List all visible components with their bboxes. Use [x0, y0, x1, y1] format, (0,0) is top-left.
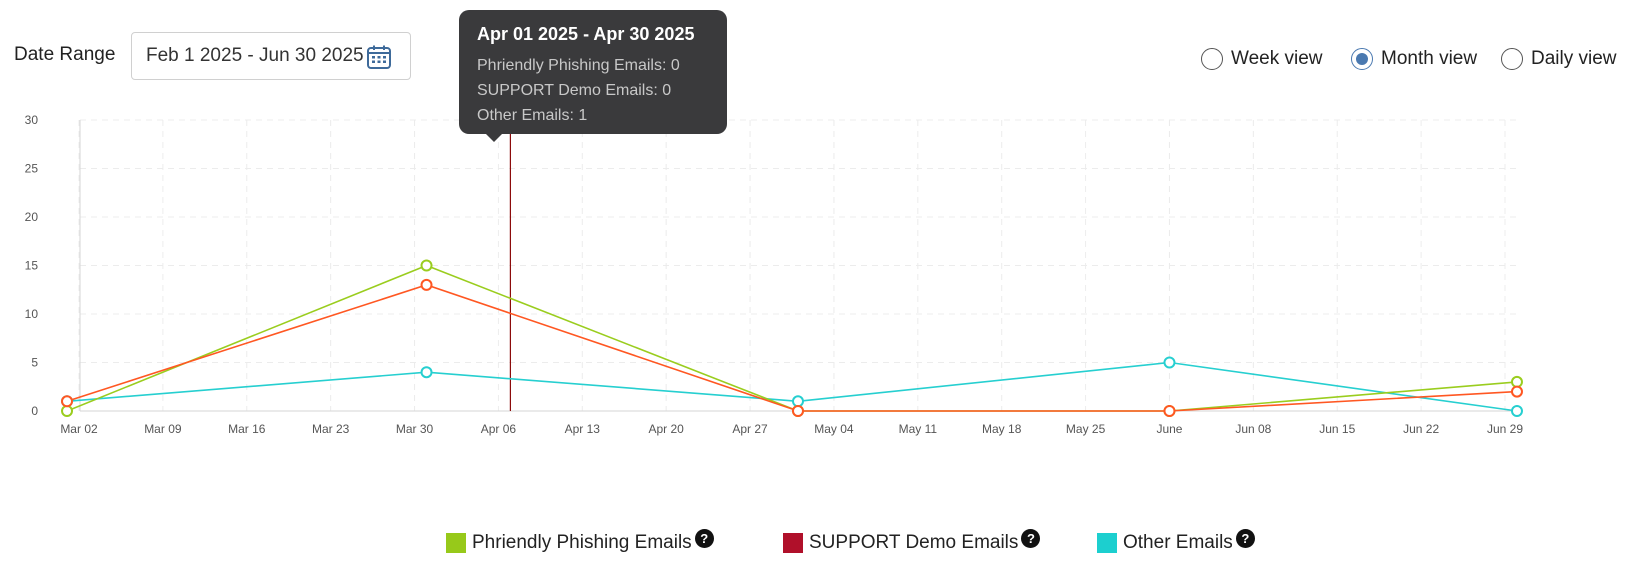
line-chart[interactable]: 0 5 10 15 20 25 30 Mar 02 Mar 09 Mar 16 Mar 23 Mar … — [0, 0, 1631, 480]
question-circle-icon[interactable]: ? — [1235, 528, 1255, 548]
tooltip-title: Apr 01 2025 - Apr 30 2025 — [477, 24, 695, 44]
y-tick-label: 15 — [25, 259, 39, 273]
x-tick-label: Mar 30 — [396, 422, 434, 436]
legend-label-other[interactable]: Other Emails — [1123, 532, 1233, 553]
x-tick-label: Apr 20 — [648, 422, 684, 436]
x-tick-label: Jun 29 — [1487, 422, 1523, 436]
question-circle-icon[interactable]: ? — [1021, 528, 1041, 548]
data-point — [1163, 405, 1176, 417]
data-point — [420, 278, 433, 291]
data-point — [791, 405, 804, 417]
week-view-option[interactable]: Week view — [1201, 48, 1323, 70]
x-tick-label: May 18 — [982, 422, 1022, 436]
month-view-radio[interactable] — [1351, 48, 1373, 70]
chart-legend: Phriendly Phishing Emails ? SUPPORT Demo… — [0, 528, 1631, 558]
x-tick-label: Apr 27 — [732, 422, 768, 436]
x-tick-label: May 11 — [899, 422, 938, 436]
legend-swatch-support — [783, 533, 803, 553]
tooltip-row-other: Other Emails: 1 — [477, 107, 588, 124]
data-point — [791, 395, 804, 408]
y-tick-label: 5 — [31, 356, 38, 370]
x-tick-label: Apr 13 — [565, 422, 601, 436]
data-point — [61, 405, 74, 417]
week-view-radio[interactable] — [1201, 48, 1223, 70]
x-tick-label: Mar 02 — [60, 422, 98, 436]
week-view-label[interactable]: Week view — [1231, 48, 1323, 69]
data-point — [420, 259, 433, 272]
x-tick-label: Apr 06 — [481, 422, 517, 436]
legend-swatch-phishing — [446, 533, 466, 553]
x-tick-label: May 25 — [1066, 422, 1106, 436]
y-tick-label: 20 — [25, 210, 39, 224]
chart-tooltip: Apr 01 2025 - Apr 30 2025 Phriendly Phis… — [459, 10, 727, 142]
calendar-icon[interactable] — [366, 44, 392, 70]
legend-item-support[interactable]: SUPPORT Demo Emails ? — [783, 528, 1041, 554]
data-point — [1163, 356, 1176, 369]
legend-label-support[interactable]: SUPPORT Demo Emails — [809, 532, 1019, 553]
y-tick-label: 30 — [25, 113, 39, 127]
tooltip-row-phishing: Phriendly Phishing Emails: 0 — [477, 57, 680, 74]
legend-item-phishing[interactable]: Phriendly Phishing Emails ? — [446, 528, 714, 554]
daily-view-option[interactable]: Daily view — [1501, 48, 1617, 70]
x-tick-label: Mar 09 — [144, 422, 182, 436]
data-point — [1510, 385, 1523, 398]
data-point — [420, 366, 433, 379]
question-circle-icon[interactable]: ? — [694, 528, 714, 548]
y-tick-label: 10 — [25, 307, 39, 321]
x-tick-label: Mar 23 — [312, 422, 350, 436]
legend-label-phishing[interactable]: Phriendly Phishing Emails — [472, 532, 692, 553]
x-tick-label: May 04 — [814, 422, 854, 436]
date-range-picker[interactable]: Feb 1 2025 - Jun 30 2025 — [131, 32, 411, 80]
series-line — [66, 264, 1518, 412]
month-view-option[interactable]: Month view — [1351, 48, 1477, 70]
legend-item-other[interactable]: Other Emails ? — [1097, 528, 1255, 554]
x-tick-label: Mar 16 — [228, 422, 266, 436]
data-point — [1510, 405, 1523, 417]
daily-view-label[interactable]: Daily view — [1531, 48, 1617, 69]
y-tick-label: 0 — [31, 404, 38, 418]
date-range-value[interactable]: Feb 1 2025 - Jun 30 2025 — [146, 45, 364, 66]
x-tick-label: June — [1156, 422, 1182, 436]
data-point — [61, 395, 74, 408]
view-selector: Week view Month view Daily view — [1201, 48, 1631, 78]
daily-view-radio[interactable] — [1501, 48, 1523, 70]
date-range-label: Date Range — [14, 44, 116, 65]
x-tick-label: Jun 15 — [1319, 422, 1355, 436]
y-tick-label: 25 — [25, 162, 39, 176]
tooltip-row-support: SUPPORT Demo Emails: 0 — [477, 82, 672, 99]
data-point — [1510, 375, 1523, 388]
x-tick-label: Jun 22 — [1403, 422, 1439, 436]
month-view-label[interactable]: Month view — [1381, 48, 1478, 69]
legend-swatch-other — [1097, 533, 1117, 553]
x-tick-label: Jun 08 — [1235, 422, 1271, 436]
series-line — [66, 284, 1518, 412]
